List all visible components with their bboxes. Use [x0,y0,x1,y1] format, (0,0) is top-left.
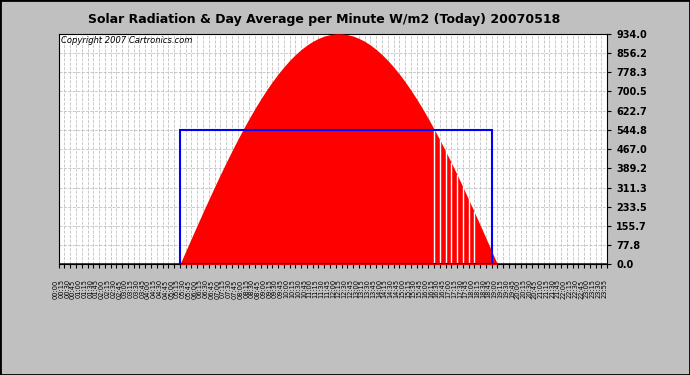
Text: 00:00: 00:00 [52,279,59,298]
Text: 03:45: 03:45 [139,279,146,298]
Text: 14:45: 14:45 [393,279,400,298]
Text: 11:00: 11:00 [307,279,313,298]
Text: 05:30: 05:30 [179,279,186,298]
Text: 17:45: 17:45 [462,279,469,298]
Text: 12:30: 12:30 [342,279,347,298]
Text: 09:00: 09:00 [261,279,266,298]
Text: 08:15: 08:15 [243,279,249,298]
Text: 17:30: 17:30 [457,279,463,298]
Text: 08:00: 08:00 [237,279,244,298]
Text: 01:30: 01:30 [88,279,93,298]
Text: 14:00: 14:00 [376,279,382,298]
Text: 07:45: 07:45 [232,279,237,298]
Text: 02:15: 02:15 [105,279,110,298]
Text: 15:30: 15:30 [411,279,417,298]
Text: 20:00: 20:00 [515,279,520,298]
Text: 10:15: 10:15 [289,279,295,298]
Text: 03:15: 03:15 [128,279,134,298]
Text: 10:45: 10:45 [301,279,307,298]
Text: 20:15: 20:15 [520,279,526,298]
Text: 20:30: 20:30 [526,279,532,298]
Text: 18:00: 18:00 [469,279,475,298]
Text: 23:00: 23:00 [584,279,590,298]
Text: 06:30: 06:30 [203,279,209,298]
Text: 06:00: 06:00 [191,279,197,298]
Text: 23:30: 23:30 [595,279,602,298]
Text: 22:15: 22:15 [566,279,573,298]
Text: 19:30: 19:30 [503,279,509,298]
Text: 08:30: 08:30 [249,279,255,298]
Text: 07:15: 07:15 [220,279,226,298]
Text: 05:45: 05:45 [186,279,191,298]
Text: 16:30: 16:30 [434,279,440,298]
Text: 02:45: 02:45 [116,279,122,298]
Text: 04:00: 04:00 [145,279,151,298]
Text: 10:30: 10:30 [295,279,301,298]
Text: 01:15: 01:15 [81,279,88,298]
Text: 01:00: 01:00 [76,279,81,298]
Text: 13:45: 13:45 [371,279,376,298]
Text: 11:15: 11:15 [313,279,319,298]
Text: 04:15: 04:15 [151,279,157,298]
Text: 14:30: 14:30 [388,279,393,298]
Text: Solar Radiation & Day Average per Minute W/m2 (Today) 20070518: Solar Radiation & Day Average per Minute… [88,13,560,26]
Text: 05:15: 05:15 [174,279,180,298]
Text: 21:00: 21:00 [538,279,544,298]
Text: Copyright 2007 Cartronics.com: Copyright 2007 Cartronics.com [61,36,192,45]
Text: 16:00: 16:00 [422,279,428,298]
Text: 23:15: 23:15 [590,279,595,298]
Text: 19:00: 19:00 [491,279,497,298]
Text: 21:30: 21:30 [549,279,555,298]
Text: 18:15: 18:15 [474,279,480,298]
Bar [180,130,492,264]
Text: 12:15: 12:15 [335,279,342,298]
Text: 07:30: 07:30 [226,279,232,298]
Text: 02:30: 02:30 [110,279,117,298]
Text: 17:00: 17:00 [445,279,451,298]
Text: 20:45: 20:45 [532,279,538,298]
Text: 01:45: 01:45 [93,279,99,298]
Text: 19:15: 19:15 [497,279,503,298]
Text: 00:45: 00:45 [70,279,76,298]
Text: 12:00: 12:00 [330,279,336,298]
Text: 19:45: 19:45 [509,279,515,298]
Text: 09:30: 09:30 [272,279,278,298]
Text: 16:15: 16:15 [428,279,434,298]
Text: 09:45: 09:45 [278,279,284,298]
Text: 11:30: 11:30 [318,279,324,298]
Text: 06:45: 06:45 [208,279,215,298]
Text: 02:00: 02:00 [99,279,105,298]
Text: 10:00: 10:00 [284,279,290,298]
Text: 21:45: 21:45 [555,279,561,298]
Text: 16:45: 16:45 [440,279,446,298]
Text: 03:30: 03:30 [133,279,139,298]
Text: 13:00: 13:00 [353,279,359,298]
Text: 05:00: 05:00 [168,279,174,298]
Text: 22:30: 22:30 [572,279,578,298]
Text: 13:30: 13:30 [364,279,371,298]
Text: 00:30: 00:30 [64,279,70,298]
Text: 15:45: 15:45 [417,279,422,298]
Text: 00:15: 00:15 [59,279,64,298]
Text: 22:00: 22:00 [561,279,566,298]
Text: 04:45: 04:45 [162,279,168,298]
Text: 17:15: 17:15 [451,279,457,298]
Text: 04:30: 04:30 [157,279,163,298]
Text: 14:15: 14:15 [382,279,388,298]
Text: 15:15: 15:15 [405,279,411,298]
Text: 21:15: 21:15 [544,279,549,298]
Text: 18:30: 18:30 [480,279,486,298]
Text: 12:45: 12:45 [347,279,353,298]
Text: 08:45: 08:45 [255,279,261,298]
Text: 06:15: 06:15 [197,279,203,298]
Text: 22:45: 22:45 [578,279,584,298]
Text: 03:00: 03:00 [122,279,128,298]
Text: 09:15: 09:15 [266,279,273,298]
Text: 23:55: 23:55 [601,279,607,298]
Text: 15:00: 15:00 [399,279,405,298]
Text: 07:00: 07:00 [215,279,220,298]
Text: 13:15: 13:15 [359,279,365,298]
Text: 18:45: 18:45 [486,279,492,298]
Text: 11:45: 11:45 [324,279,330,298]
